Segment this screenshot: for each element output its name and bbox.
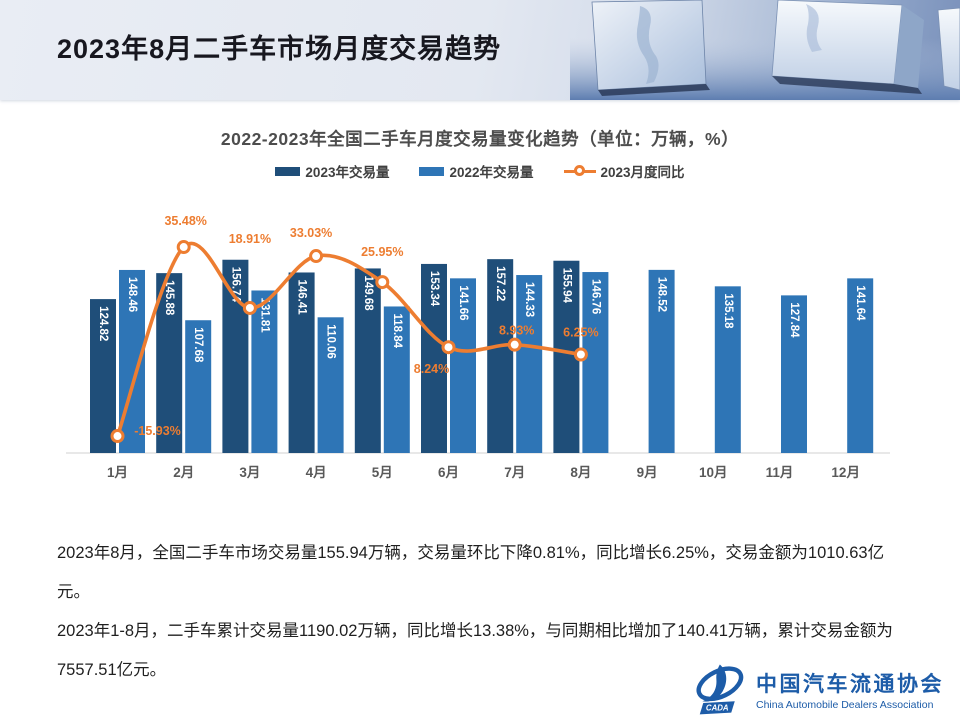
bar-value-label: 141.64 [854, 285, 866, 321]
bar-2022年交易量-3月 [251, 290, 278, 453]
summary-text: 2023年8月，全国二手车市场交易量155.94万辆，交易量环比下降0.81%，… [57, 534, 909, 690]
bar-2022年交易量-10月 [714, 286, 741, 453]
bar-value-label: 157.22 [494, 266, 506, 301]
summary-paragraph-1: 2023年8月，全国二手车市场交易量155.94万辆，交易量环比下降0.81%，… [57, 544, 885, 601]
bar-value-label: 145.88 [163, 280, 175, 316]
bar-2023年交易量-3月 [222, 259, 249, 453]
yoy-line-marker [242, 300, 257, 315]
legend-label: 2023月度同比 [600, 165, 685, 180]
legend-item-yoy-line: 2023月度同比 [563, 161, 685, 181]
cada-abbr-label: CADA [706, 703, 729, 712]
bar-2023年交易量-5月 [354, 268, 381, 453]
bar-2023年交易量-4月 [288, 272, 315, 453]
bar-value-label: 146.76 [589, 279, 601, 314]
yoy-line-marker [441, 340, 456, 355]
chart-title: 2022-2023年全国二手车月度交易量变化趋势（单位：万辆，%） [220, 129, 740, 149]
logo-name-cn: 中国汽车流通协会 [756, 671, 944, 696]
legend-swatch-2022-icon [419, 166, 445, 176]
x-axis-tick-label: 11月 [766, 465, 794, 480]
legend-line-marker-icon [563, 165, 596, 177]
yoy-line-marker [573, 347, 588, 362]
bar-2022年交易量-11月 [781, 295, 807, 453]
yoy-line-marker [309, 249, 324, 264]
bar-value-label: 155.94 [560, 268, 572, 304]
bar-2023年交易量-2月 [156, 273, 183, 453]
bar-value-label: 107.68 [192, 327, 204, 363]
legend-item-2023-bars: 2023年交易量 [275, 161, 389, 181]
bar-value-label: 148.46 [126, 277, 138, 312]
x-axis-tick-label: 8月 [570, 465, 591, 480]
bar-value-label: 146.41 [296, 279, 308, 315]
page-title: 2023年8月二手车市场月度交易趋势 [57, 34, 502, 64]
yoy-line-marker [110, 429, 125, 444]
x-axis-tick-label: 6月 [438, 465, 459, 480]
x-axis-tick-label: 1月 [107, 465, 128, 480]
bar-2022年交易量-12月 [847, 278, 874, 453]
legend-swatch-2023-icon [275, 166, 301, 176]
x-axis-tick-label: 5月 [372, 465, 393, 480]
bar-value-label: 153.34 [428, 271, 440, 307]
combo-chart: 124.82148.461月145.88107.682月156.74131.81… [66, 214, 890, 480]
bar-2022年交易量-9月 [648, 269, 675, 453]
bar-value-label: 135.18 [722, 293, 734, 329]
yoy-value-label: 18.91% [229, 232, 271, 246]
bar-value-label: 149.68 [362, 275, 374, 311]
yoy-line-marker [507, 337, 522, 352]
bar-2022年交易量-6月 [450, 278, 476, 453]
bar-2023年交易量-1月 [90, 299, 116, 453]
bar-2022年交易量-4月 [317, 317, 344, 453]
bar-value-label: 144.33 [523, 282, 535, 317]
bar-value-label: 148.52 [656, 277, 668, 312]
x-axis-tick-label: 7月 [504, 465, 525, 480]
logo-name-en: China Automobile Dealers Association [756, 698, 934, 711]
bar-2022年交易量-5月 [383, 306, 410, 453]
yoy-line-marker [176, 240, 191, 255]
bar-value-label: 110.06 [325, 324, 337, 359]
cada-logo: CADA 中国汽车流通协会 China Automobile Dealers A… [691, 660, 944, 718]
bar-2023年交易量-7月 [487, 259, 514, 453]
bar-2022年交易量-8月 [582, 272, 609, 453]
bar-2023年交易量-6月 [421, 263, 447, 453]
bar-value-label: 118.84 [391, 313, 403, 348]
yoy-value-label: 6.25% [563, 326, 598, 340]
yoy-value-label: 8.93% [499, 324, 534, 338]
yoy-value-label: 8.24% [414, 362, 449, 376]
page-header: 2023年8月二手车市场月度交易趋势 [0, 0, 960, 100]
legend-item-2022-bars: 2022年交易量 [419, 161, 534, 181]
x-axis-tick-label: 2月 [173, 465, 194, 480]
legend-label: 2022年交易量 [449, 165, 534, 180]
bar-2022年交易量-7月 [516, 275, 543, 453]
x-axis-tick-label: 4月 [306, 465, 327, 480]
bar-value-label: 141.66 [457, 285, 469, 320]
bar-value-label: 124.82 [97, 306, 109, 341]
yoy-value-label: 33.03% [290, 226, 332, 240]
legend-label: 2023年交易量 [305, 165, 390, 180]
x-axis-tick-label: 9月 [637, 465, 658, 480]
bar-2022年交易量-2月 [185, 320, 212, 453]
header-cubes-graphic [570, 0, 960, 100]
x-axis-tick-label: 10月 [699, 465, 728, 480]
x-axis-tick-label: 3月 [239, 465, 260, 480]
chart-legend: 2023年交易量 2022年交易量 2023月度同比 [0, 161, 960, 181]
cada-swirl-icon: CADA [696, 664, 744, 715]
summary-paragraph-2: 2023年1-8月，二手车累计交易量1190.02万辆，同比增长13.38%，与… [57, 621, 893, 679]
yoy-value-label: -15.93% [134, 424, 181, 438]
x-axis-tick-label: 12月 [831, 465, 860, 480]
bar-value-label: 127.84 [788, 302, 800, 338]
yoy-line-marker [375, 275, 390, 290]
yoy-value-label: 25.95% [361, 245, 403, 259]
yoy-value-label: 35.48% [164, 214, 206, 228]
